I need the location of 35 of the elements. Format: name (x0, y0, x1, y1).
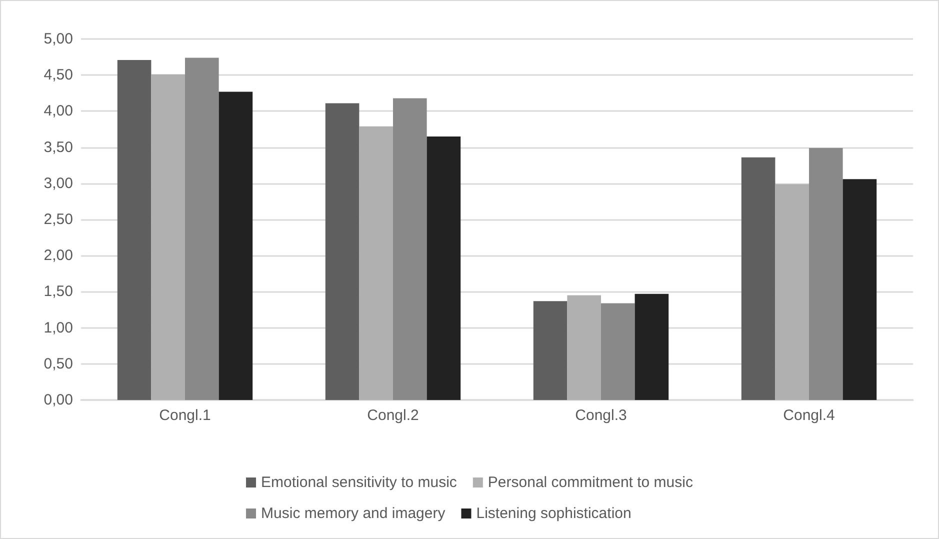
bar (809, 148, 843, 400)
bar (634, 294, 669, 400)
legend-label: Personal commitment to music (488, 474, 694, 491)
bar (601, 303, 635, 400)
y-tick-label: 2,00 (44, 247, 73, 264)
legend-label: Emotional sensitivity to music (261, 474, 458, 491)
bar (426, 136, 461, 400)
y-tick-label: 5,00 (44, 30, 73, 48)
bar (393, 98, 427, 400)
x-tick-label: Congl.4 (783, 407, 835, 424)
y-tick-label: 4,50 (44, 66, 73, 84)
y-tick-label: 0,00 (44, 392, 73, 408)
legend-label: Listening sophistication (476, 505, 632, 522)
y-tick-label: 3,50 (44, 138, 73, 156)
bar (185, 58, 219, 400)
y-tick-label: 0,50 (44, 355, 73, 372)
x-tick-label: Congl.3 (575, 407, 627, 424)
y-tick-label: 3,00 (44, 174, 73, 192)
bar (218, 92, 253, 400)
y-tick-label: 1,00 (44, 319, 73, 336)
bar (567, 295, 601, 400)
y-tick-label: 4,00 (44, 102, 73, 120)
x-tick-label: Congl.1 (159, 407, 211, 424)
bar (842, 179, 877, 400)
bar (325, 103, 360, 400)
x-tick-label: Congl.2 (367, 407, 419, 424)
y-tick-label: 1,50 (44, 283, 73, 300)
legend-label: Music memory and imagery (261, 505, 446, 522)
bar (533, 301, 568, 400)
bar (741, 157, 776, 400)
bar (775, 184, 809, 400)
bar (151, 74, 185, 400)
bar (359, 126, 393, 400)
bar (117, 60, 152, 400)
y-tick-label: 2,50 (44, 211, 73, 228)
